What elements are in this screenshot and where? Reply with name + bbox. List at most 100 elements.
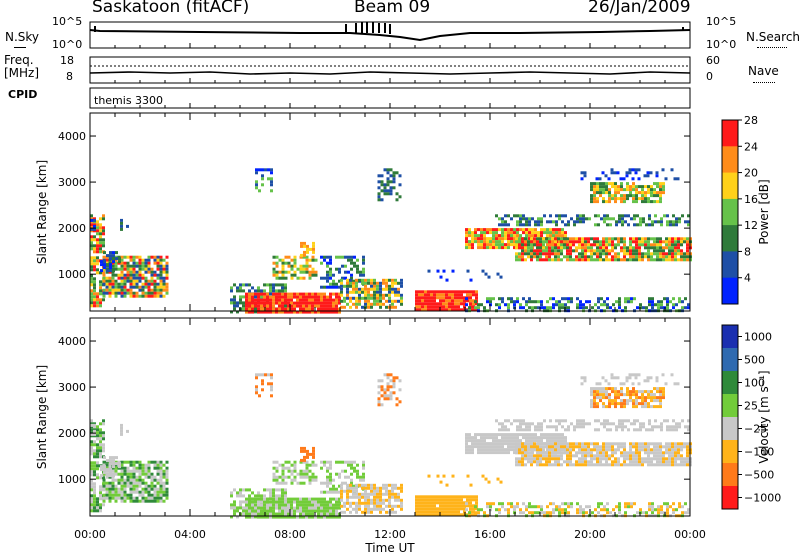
data-cell	[162, 469, 166, 473]
data-cell	[303, 253, 306, 257]
data-cell	[90, 452, 93, 456]
data-cell	[299, 509, 302, 513]
data-cell	[421, 507, 424, 511]
data-cell	[504, 303, 507, 307]
data-cell	[578, 448, 581, 452]
data-cell	[340, 281, 343, 285]
data-cell	[487, 480, 491, 484]
data-cell	[96, 434, 99, 438]
data-cell	[530, 442, 533, 446]
data-cell	[660, 422, 663, 426]
data-cell	[260, 497, 263, 501]
data-cell	[382, 293, 385, 297]
data-cell	[361, 290, 364, 294]
data-cell	[153, 499, 157, 503]
data-cell	[335, 295, 338, 299]
data-cell	[123, 291, 127, 295]
data-cell	[533, 255, 536, 259]
data-cell	[326, 301, 329, 305]
data-cell	[650, 200, 653, 204]
data-cell	[448, 495, 451, 499]
data-cell	[474, 306, 477, 310]
data-cell	[123, 490, 127, 494]
data-cell	[525, 220, 528, 224]
data-cell	[436, 510, 439, 514]
data-cell	[584, 237, 587, 241]
data-cell	[681, 306, 684, 310]
data-cell	[344, 469, 347, 473]
data-cell	[625, 174, 629, 178]
data-cell	[433, 513, 436, 517]
data-cell	[561, 508, 564, 512]
data-cell	[380, 189, 384, 193]
data-cell	[156, 469, 160, 473]
data-cell	[632, 237, 635, 241]
data-cell	[674, 249, 677, 253]
data-cell	[129, 478, 133, 482]
data-cell	[609, 223, 612, 227]
data-cell	[150, 288, 154, 292]
data-cell	[436, 507, 439, 511]
data-cell	[618, 511, 621, 515]
data-cell	[563, 460, 566, 464]
data-cell	[332, 298, 335, 302]
data-cell	[299, 307, 302, 311]
data-cell	[570, 297, 573, 301]
data-cell	[519, 439, 522, 443]
data-cell	[596, 185, 599, 189]
data-cell	[427, 302, 430, 306]
data-cell	[621, 425, 624, 429]
data-cell	[358, 293, 361, 297]
data-cell	[290, 273, 294, 277]
data-cell	[90, 283, 93, 287]
data-cell	[269, 310, 272, 314]
data-cell	[618, 214, 621, 218]
data-cell	[525, 300, 528, 304]
data-cell	[126, 493, 130, 497]
data-cell	[647, 454, 650, 458]
y-tick-label: 1000	[58, 268, 86, 281]
data-cell	[90, 218, 93, 222]
data-cell	[477, 442, 480, 446]
data-cell	[534, 428, 537, 432]
data-cell	[483, 231, 486, 235]
data-cell	[618, 508, 621, 512]
data-cell	[293, 497, 296, 501]
data-cell	[350, 466, 353, 470]
data-cell	[641, 442, 644, 446]
data-cell	[609, 422, 612, 426]
data-cell	[501, 240, 504, 244]
data-cell	[557, 457, 560, 461]
data-cell	[605, 393, 608, 397]
data-cell	[671, 457, 674, 461]
data-cell	[326, 503, 329, 507]
data-cell	[373, 281, 376, 285]
data-cell	[346, 498, 349, 502]
data-cell	[469, 498, 472, 502]
data-cell	[549, 231, 552, 235]
data-cell	[480, 246, 483, 250]
data-cell	[266, 488, 269, 492]
data-cell	[156, 267, 160, 271]
data-cell	[656, 194, 659, 198]
data-cell	[651, 511, 654, 515]
data-cell	[644, 405, 647, 409]
data-cell	[659, 457, 662, 461]
data-cell	[560, 448, 563, 452]
data-cell	[622, 177, 626, 181]
data-cell	[460, 293, 463, 297]
data-cell	[672, 511, 675, 515]
data-cell	[99, 289, 102, 293]
data-cell	[323, 497, 326, 501]
data-cell	[96, 238, 99, 242]
data-cell	[468, 445, 471, 449]
data-cell	[242, 307, 245, 311]
data-cell	[549, 214, 552, 218]
data-cell	[501, 217, 504, 221]
data-cell	[608, 191, 611, 195]
data-cell	[144, 270, 148, 274]
data-cell	[561, 303, 564, 307]
data-cell	[260, 515, 263, 519]
data-cell	[501, 223, 504, 227]
data-cell	[445, 510, 448, 514]
